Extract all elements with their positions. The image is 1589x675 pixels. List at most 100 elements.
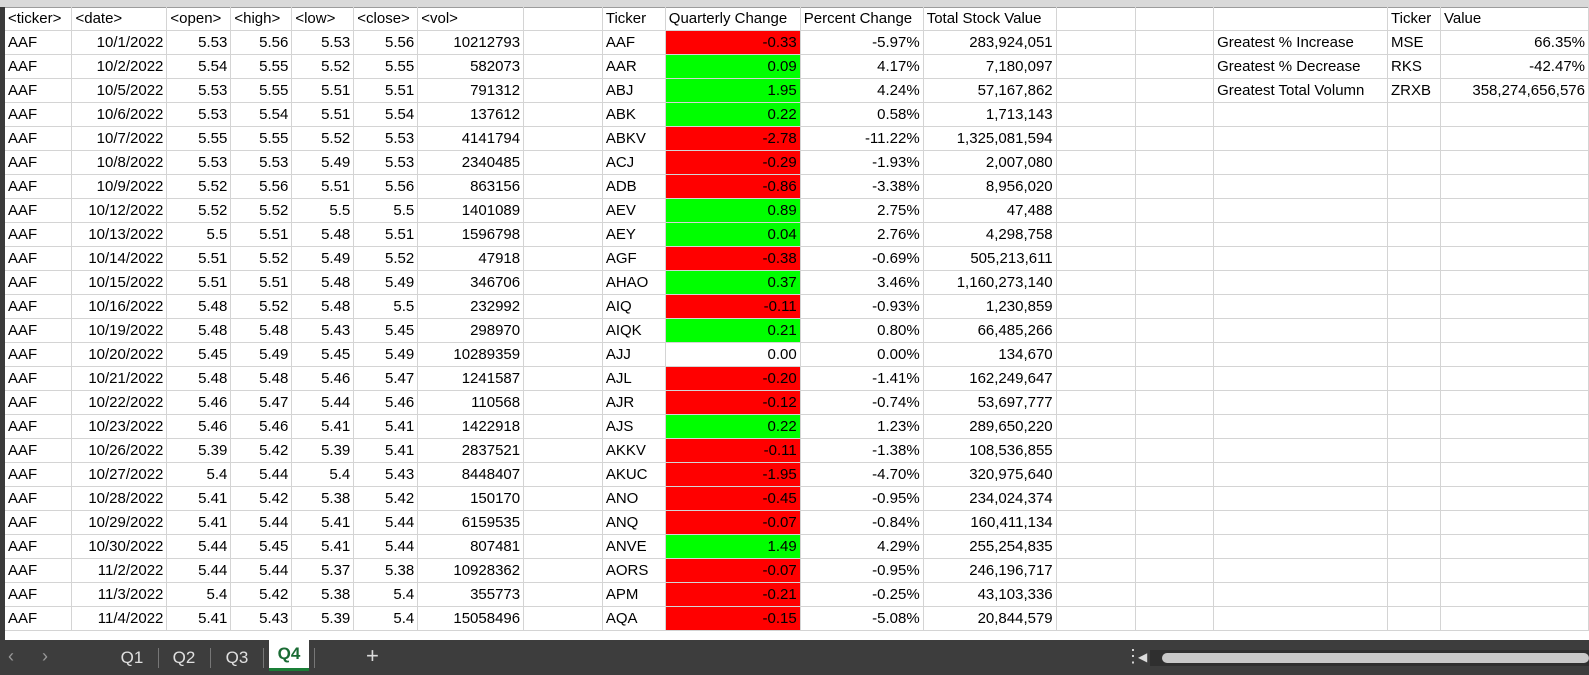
empty-cell[interactable] xyxy=(1213,270,1389,295)
raw-column-header[interactable]: <close> xyxy=(353,7,419,31)
raw-data-cell[interactable]: 5.51 xyxy=(166,270,232,295)
raw-data-cell[interactable]: 232992 xyxy=(417,294,525,319)
empty-cell[interactable] xyxy=(523,438,603,463)
raw-data-cell[interactable]: 5.49 xyxy=(353,270,419,295)
raw-data-cell[interactable]: 5.42 xyxy=(230,486,293,511)
raw-data-cell[interactable]: 10/7/2022 xyxy=(71,126,168,151)
summary-ticker-cell[interactable]: ANQ xyxy=(602,510,666,535)
empty-cell[interactable] xyxy=(1213,558,1389,583)
empty-cell[interactable] xyxy=(523,342,603,367)
raw-data-cell[interactable]: 5.41 xyxy=(166,486,232,511)
raw-data-cell[interactable]: 5.41 xyxy=(353,438,419,463)
summary-ticker-cell[interactable]: AJJ xyxy=(602,342,666,367)
empty-cell[interactable] xyxy=(523,102,603,127)
empty-cell[interactable] xyxy=(1213,486,1389,511)
percent-change-cell[interactable]: 0.58% xyxy=(800,102,924,127)
empty-cell[interactable] xyxy=(1387,438,1441,463)
empty-cell[interactable] xyxy=(1135,294,1215,319)
empty-cell[interactable] xyxy=(1440,558,1589,583)
empty-cell[interactable] xyxy=(1135,150,1215,175)
raw-data-cell[interactable]: 863156 xyxy=(417,174,525,199)
raw-data-cell[interactable]: 10/1/2022 xyxy=(71,30,168,55)
raw-data-cell[interactable]: 5.44 xyxy=(230,462,293,487)
total-stock-value-cell[interactable]: 1,713,143 xyxy=(923,102,1057,127)
raw-data-cell[interactable]: 5.51 xyxy=(291,102,355,127)
raw-data-cell[interactable]: 5.42 xyxy=(230,438,293,463)
raw-data-cell[interactable]: AAF xyxy=(5,366,73,391)
empty-cell[interactable] xyxy=(1387,462,1441,487)
empty-cell[interactable] xyxy=(523,174,603,199)
empty-cell[interactable] xyxy=(1440,294,1589,319)
raw-data-cell[interactable]: AAF xyxy=(5,414,73,439)
raw-data-cell[interactable]: AAF xyxy=(5,438,73,463)
stats-ticker-header[interactable]: Ticker xyxy=(1387,7,1441,31)
empty-cell[interactable] xyxy=(1440,342,1589,367)
total-stock-value-cell[interactable]: 43,103,336 xyxy=(923,582,1057,607)
empty-cell[interactable] xyxy=(523,582,603,607)
empty-cell[interactable] xyxy=(1056,78,1137,103)
empty-cell[interactable] xyxy=(1056,510,1137,535)
percent-change-cell[interactable]: -0.74% xyxy=(800,390,924,415)
quarterly-change-cell[interactable]: -0.12 xyxy=(665,390,801,415)
raw-data-cell[interactable]: 5.46 xyxy=(291,366,355,391)
raw-data-cell[interactable]: 5.53 xyxy=(166,78,232,103)
summary-column-header[interactable]: Percent Change xyxy=(800,7,924,31)
quarterly-change-cell[interactable]: -2.78 xyxy=(665,126,801,151)
raw-data-cell[interactable]: 5.47 xyxy=(353,366,419,391)
quarterly-change-cell[interactable]: -0.86 xyxy=(665,174,801,199)
raw-data-cell[interactable]: 5.41 xyxy=(166,510,232,535)
empty-cell[interactable] xyxy=(1056,198,1137,223)
stats-ticker-cell[interactable]: RKS xyxy=(1387,54,1441,79)
raw-data-cell[interactable]: 5.44 xyxy=(166,558,232,583)
summary-ticker-cell[interactable]: AQA xyxy=(602,606,666,631)
raw-data-cell[interactable]: 791312 xyxy=(417,78,525,103)
raw-data-cell[interactable]: 5.53 xyxy=(230,150,293,175)
quarterly-change-cell[interactable]: 1.49 xyxy=(665,534,801,559)
percent-change-cell[interactable]: -5.08% xyxy=(800,606,924,631)
total-stock-value-cell[interactable]: 8,956,020 xyxy=(923,174,1057,199)
stats-ticker-cell[interactable]: MSE xyxy=(1387,30,1441,55)
empty-cell[interactable] xyxy=(1135,462,1215,487)
raw-data-cell[interactable]: 355773 xyxy=(417,582,525,607)
raw-column-header[interactable]: <vol> xyxy=(417,7,525,31)
quarterly-change-cell[interactable]: -1.95 xyxy=(665,462,801,487)
raw-data-cell[interactable]: 5.54 xyxy=(230,102,293,127)
raw-data-cell[interactable]: 5.41 xyxy=(291,414,355,439)
stats-label-cell[interactable]: Greatest % Decrease xyxy=(1213,54,1389,79)
empty-cell[interactable] xyxy=(1056,534,1137,559)
empty-cell[interactable] xyxy=(523,54,603,79)
raw-data-cell[interactable]: 5.47 xyxy=(230,390,293,415)
raw-data-cell[interactable]: 10/2/2022 xyxy=(71,54,168,79)
raw-column-header[interactable]: <high> xyxy=(230,7,293,31)
quarterly-change-cell[interactable]: 0.37 xyxy=(665,270,801,295)
empty-cell[interactable] xyxy=(1135,198,1215,223)
quarterly-change-cell[interactable]: 0.22 xyxy=(665,414,801,439)
summary-ticker-cell[interactable]: AGF xyxy=(602,246,666,271)
empty-cell[interactable] xyxy=(523,270,603,295)
raw-column-header[interactable]: <ticker> xyxy=(5,7,73,31)
empty-cell[interactable] xyxy=(523,558,603,583)
row-header-strip[interactable] xyxy=(0,7,5,640)
raw-data-cell[interactable]: 5.37 xyxy=(291,558,355,583)
percent-change-cell[interactable]: 2.76% xyxy=(800,222,924,247)
sheet-tab-q2[interactable]: Q2 xyxy=(172,648,196,667)
raw-data-cell[interactable]: 5.49 xyxy=(291,246,355,271)
raw-data-cell[interactable]: 5.48 xyxy=(291,270,355,295)
empty-cell[interactable] xyxy=(1387,246,1441,271)
empty-cell[interactable] xyxy=(1213,174,1389,199)
empty-cell[interactable] xyxy=(1135,126,1215,151)
empty-cell[interactable] xyxy=(1387,414,1441,439)
sheet-tab-q1[interactable]: Q1 xyxy=(120,648,144,667)
empty-cell[interactable] xyxy=(1387,174,1441,199)
empty-cell[interactable] xyxy=(1213,390,1389,415)
empty-cell[interactable] xyxy=(1056,558,1137,583)
raw-data-cell[interactable]: 346706 xyxy=(417,270,525,295)
raw-data-cell[interactable]: AAF xyxy=(5,318,73,343)
empty-cell[interactable] xyxy=(523,294,603,319)
summary-ticker-cell[interactable]: ANO xyxy=(602,486,666,511)
raw-data-cell[interactable]: 10/12/2022 xyxy=(71,198,168,223)
raw-data-cell[interactable]: 10/30/2022 xyxy=(71,534,168,559)
raw-data-cell[interactable]: 5.5 xyxy=(291,198,355,223)
quarterly-change-cell[interactable]: -0.38 xyxy=(665,246,801,271)
raw-data-cell[interactable]: 10/20/2022 xyxy=(71,342,168,367)
